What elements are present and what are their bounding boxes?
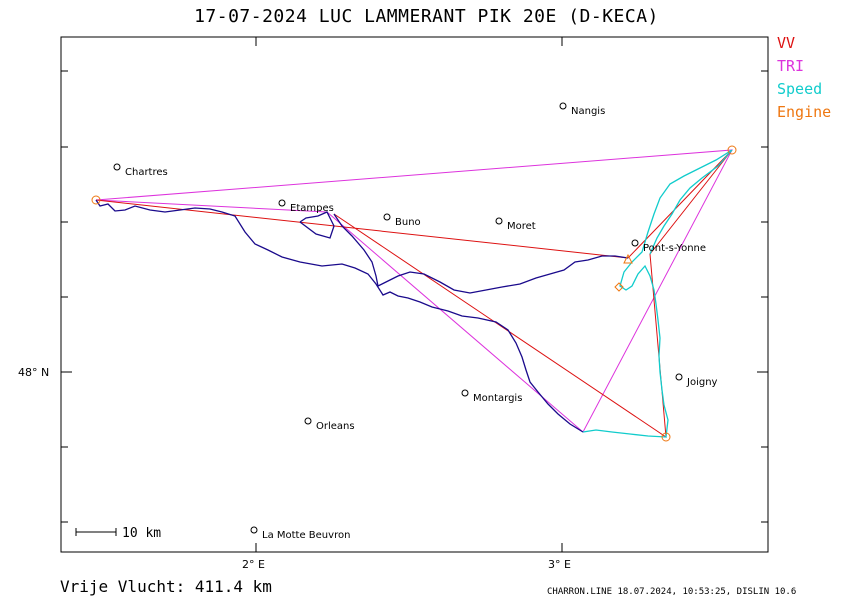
svg-text:Moret: Moret (507, 221, 536, 232)
legend-engine: Engine (777, 103, 832, 121)
tp2-marker (661, 432, 671, 442)
tp1-marker (727, 145, 737, 155)
svg-text:Buno: Buno (395, 217, 421, 228)
map-frame (60, 36, 769, 553)
map-title: 17-07-2024 LUC LAMMERANT PIK 20E (D-KECA… (194, 6, 659, 27)
svg-text:Etampes: Etampes (290, 203, 334, 214)
legend-vv: VV (777, 34, 796, 52)
scale-label: 10 km (122, 526, 162, 541)
town-orleans: Orleans (304, 417, 355, 432)
tri-route (95, 149, 733, 433)
svg-text:Nangis: Nangis (571, 106, 605, 117)
svg-text:Joigny: Joigny (686, 377, 718, 388)
town-joigny: Joigny (675, 373, 718, 388)
legend-tri: TRI (777, 57, 805, 75)
scale-bar (75, 528, 117, 536)
town-etampes: Etampes (278, 199, 334, 214)
y-label-48n: 48° N (18, 366, 49, 379)
flight-track-loop (299, 211, 335, 239)
svg-text:Pont-s-Yonne: Pont-s-Yonne (643, 243, 706, 254)
svg-text:Chartres: Chartres (125, 167, 168, 178)
svg-text:Orleans: Orleans (316, 421, 355, 432)
vv-route (95, 149, 733, 438)
x-label-2e: 2° E (242, 558, 265, 571)
engine-diamond-marker (614, 282, 624, 292)
start-marker (91, 195, 101, 205)
town-la-motte-beuvron: La Motte Beuvron (250, 526, 350, 541)
town-chartres: Chartres (113, 163, 168, 178)
free-flight-distance: Vrije Vlucht: 411.4 km (60, 577, 272, 596)
speed-track (582, 149, 733, 438)
flight-track-branch (333, 213, 629, 294)
x-label-3e: 3° E (548, 558, 571, 571)
flight-track (95, 199, 584, 433)
town-pont-s-yonne: Pont-s-Yonne (631, 239, 706, 254)
legend-speed: Speed (777, 80, 823, 98)
svg-text:Montargis: Montargis (473, 393, 522, 404)
town-montargis: Montargis (461, 389, 522, 404)
town-moret: Moret (495, 217, 536, 232)
engine-triangle-marker (623, 253, 633, 264)
file-info: CHARRON.LINE 18.07.2024, 10:53:25, DISLI… (547, 587, 797, 597)
axis-ticks (61, 37, 768, 552)
town-buno: Buno (383, 213, 421, 228)
town-nangis: Nangis (559, 102, 605, 117)
svg-text:La Motte Beuvron: La Motte Beuvron (262, 530, 350, 541)
